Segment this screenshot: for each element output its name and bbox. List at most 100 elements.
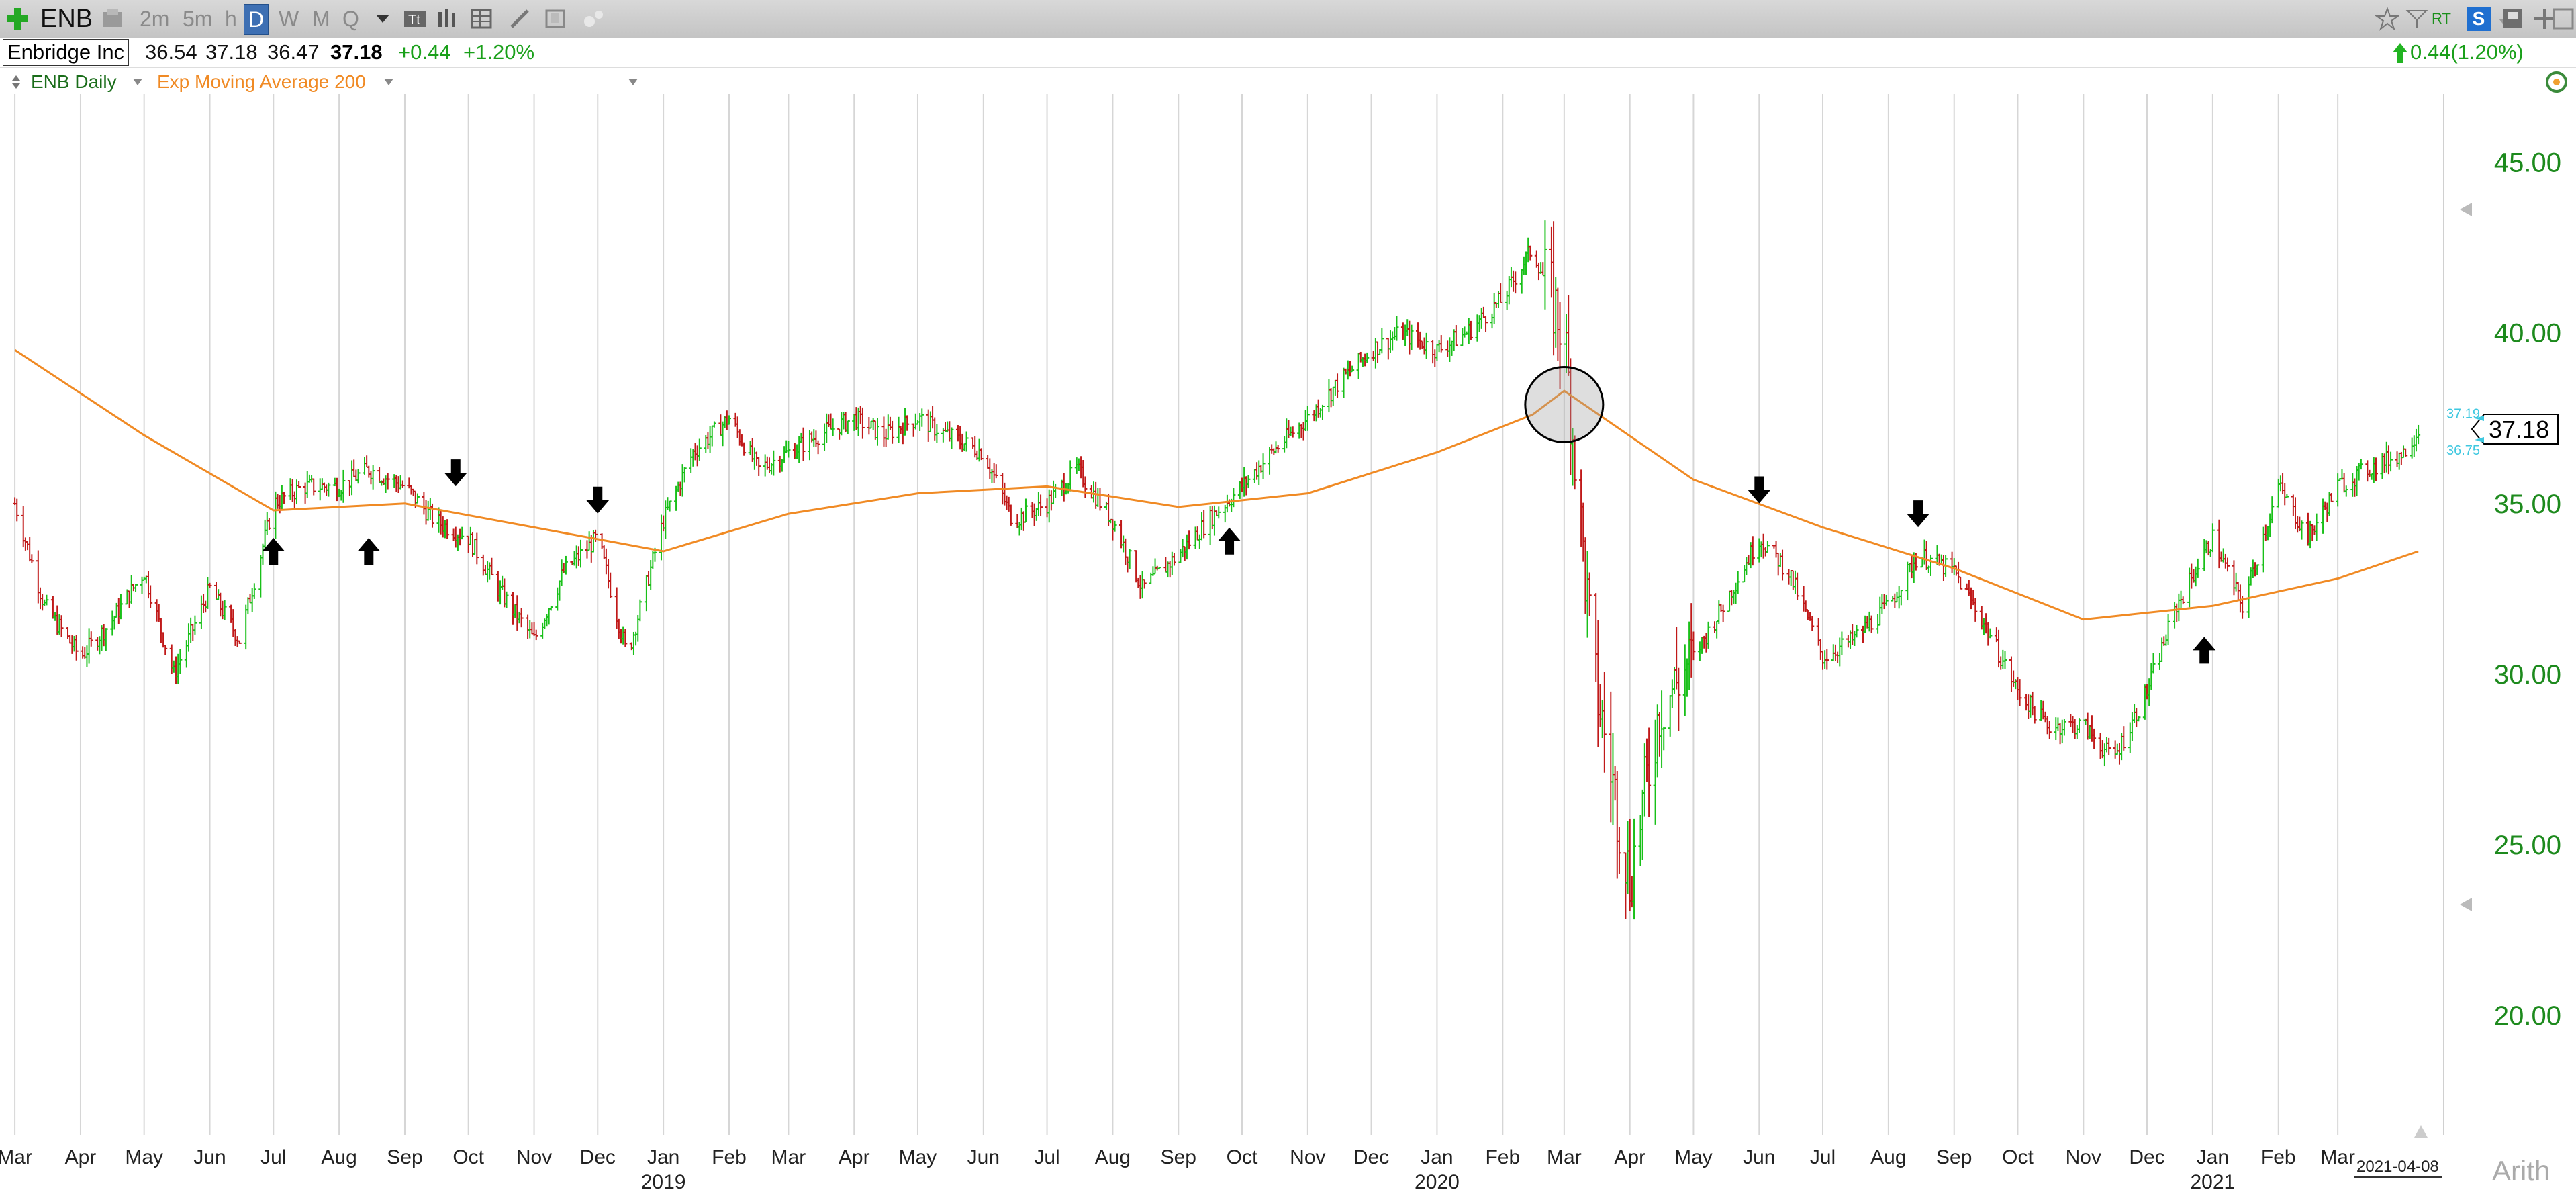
price-bar xyxy=(178,649,183,674)
price-bar xyxy=(1623,852,1628,919)
subscription-icon[interactable]: S xyxy=(2467,7,2491,31)
price-bar xyxy=(1632,818,1637,920)
price-bar xyxy=(1407,320,1412,355)
drag-handle-icon[interactable] xyxy=(11,74,21,90)
price-bar xyxy=(2281,473,2285,495)
flag-icon[interactable] xyxy=(2405,7,2429,31)
timeframe-m[interactable]: M xyxy=(312,7,330,31)
price-bar xyxy=(2299,520,2304,540)
chart-settings-icon[interactable] xyxy=(2544,70,2569,94)
price-bar xyxy=(1140,571,1145,599)
scale-mode-label[interactable]: Arith xyxy=(2492,1155,2550,1187)
price-bar xyxy=(710,425,714,447)
price-bar xyxy=(1051,480,1056,505)
price-bar xyxy=(1929,554,1934,576)
price-bar xyxy=(1795,572,1800,600)
price-bar xyxy=(367,465,371,478)
price-bar xyxy=(708,426,712,453)
price-bar xyxy=(205,577,210,609)
x-month-label: Aug xyxy=(321,1146,356,1168)
price-bar xyxy=(68,635,73,644)
price-bar xyxy=(72,635,77,652)
price-bar xyxy=(1301,422,1306,441)
price-bar xyxy=(2293,497,2298,530)
text-tool-icon[interactable]: Tt xyxy=(403,7,427,31)
symbol-label[interactable]: ENB xyxy=(40,5,93,33)
realtime-icon[interactable]: RT xyxy=(2432,10,2451,27)
series-dropdown-icon[interactable] xyxy=(132,77,144,87)
ema-dropdown-icon[interactable] xyxy=(383,77,395,87)
star-icon[interactable] xyxy=(2375,7,2399,31)
chart-style-icon[interactable] xyxy=(435,7,459,31)
price-bar xyxy=(487,562,492,580)
timeframe-h[interactable]: h xyxy=(225,7,237,31)
price-bar xyxy=(74,634,79,661)
price-bar xyxy=(430,503,435,528)
buy-arrow-up xyxy=(1218,527,1241,555)
x-month-label: Sep xyxy=(1161,1146,1196,1168)
price-bar xyxy=(2181,596,2185,605)
add-symbol-icon[interactable] xyxy=(5,7,30,31)
open-price: 36.54 xyxy=(145,40,197,64)
price-bar xyxy=(546,608,551,625)
timeframe-5m[interactable]: 5m xyxy=(183,7,213,31)
price-bar xyxy=(1687,621,1692,690)
price-bar xyxy=(292,491,297,508)
price-bar xyxy=(1015,514,1020,528)
price-bar xyxy=(1498,283,1503,303)
price-bar xyxy=(1860,625,1865,643)
move-icon[interactable] xyxy=(2532,7,2557,31)
timeframe-q[interactable]: Q xyxy=(342,7,359,31)
price-bar xyxy=(860,407,865,439)
dropdown-icon[interactable] xyxy=(371,7,395,31)
ema-label[interactable]: Exp Moving Average 200 xyxy=(157,71,366,92)
layout-icon[interactable] xyxy=(544,7,568,31)
series-label[interactable]: ENB Daily xyxy=(31,71,117,92)
save-icon[interactable] xyxy=(101,7,125,31)
timeframe-d[interactable]: D xyxy=(244,4,269,35)
price-bar xyxy=(530,622,534,635)
last-price-marker-high xyxy=(2475,416,2484,422)
price-bar xyxy=(1195,526,1200,541)
price-bar xyxy=(1320,404,1325,420)
price-bar xyxy=(2268,513,2273,537)
x-year-label: 2020 xyxy=(1415,1171,1460,1193)
price-bar xyxy=(585,540,589,559)
price-bar xyxy=(1611,733,1615,825)
price-bar xyxy=(1558,302,1562,389)
timeframe-2m[interactable]: 2m xyxy=(140,7,170,31)
y-tick-label: 45.00 xyxy=(2494,148,2561,178)
price-bar xyxy=(1208,506,1212,545)
last-price-high: 37.19 xyxy=(2446,407,2480,422)
price-bar xyxy=(986,455,990,469)
price-bar xyxy=(2305,512,2310,546)
x-scroll-icon[interactable] xyxy=(2414,1125,2428,1138)
scroll-up-icon[interactable] xyxy=(2460,203,2472,216)
timeframe-w[interactable]: W xyxy=(279,7,299,31)
price-bar xyxy=(988,458,992,479)
settings-icon[interactable] xyxy=(581,7,606,31)
price-bar xyxy=(288,478,293,500)
draw-icon[interactable] xyxy=(508,7,532,31)
price-bar xyxy=(1047,489,1051,523)
window-icon[interactable] xyxy=(2501,7,2526,31)
svg-text:Tt: Tt xyxy=(408,13,420,28)
study-menu-dropdown-icon[interactable] xyxy=(627,77,639,87)
price-bar xyxy=(2151,653,2156,674)
price-bar xyxy=(1816,618,1821,646)
price-chart[interactable]: 45.00 40.00 35.00 30.00 25.00 20.00 37.18 37.19… xyxy=(0,94,2576,1204)
price-bar xyxy=(994,464,998,479)
expand-icon[interactable] xyxy=(2551,7,2575,31)
grid-icon[interactable] xyxy=(470,7,494,31)
price-bar xyxy=(23,537,28,551)
price-bar xyxy=(962,443,967,451)
price-bar xyxy=(339,489,344,501)
scroll-down-icon[interactable] xyxy=(2460,898,2472,911)
company-name-field[interactable]: Enbridge Inc xyxy=(3,39,130,66)
price-bar xyxy=(812,429,816,447)
price-bar xyxy=(504,591,509,608)
last-date-badge[interactable]: 2021-04-08 xyxy=(2354,1158,2442,1178)
price-bar xyxy=(676,481,681,492)
price-bar xyxy=(2336,473,2340,507)
price-bar xyxy=(1988,628,1993,639)
